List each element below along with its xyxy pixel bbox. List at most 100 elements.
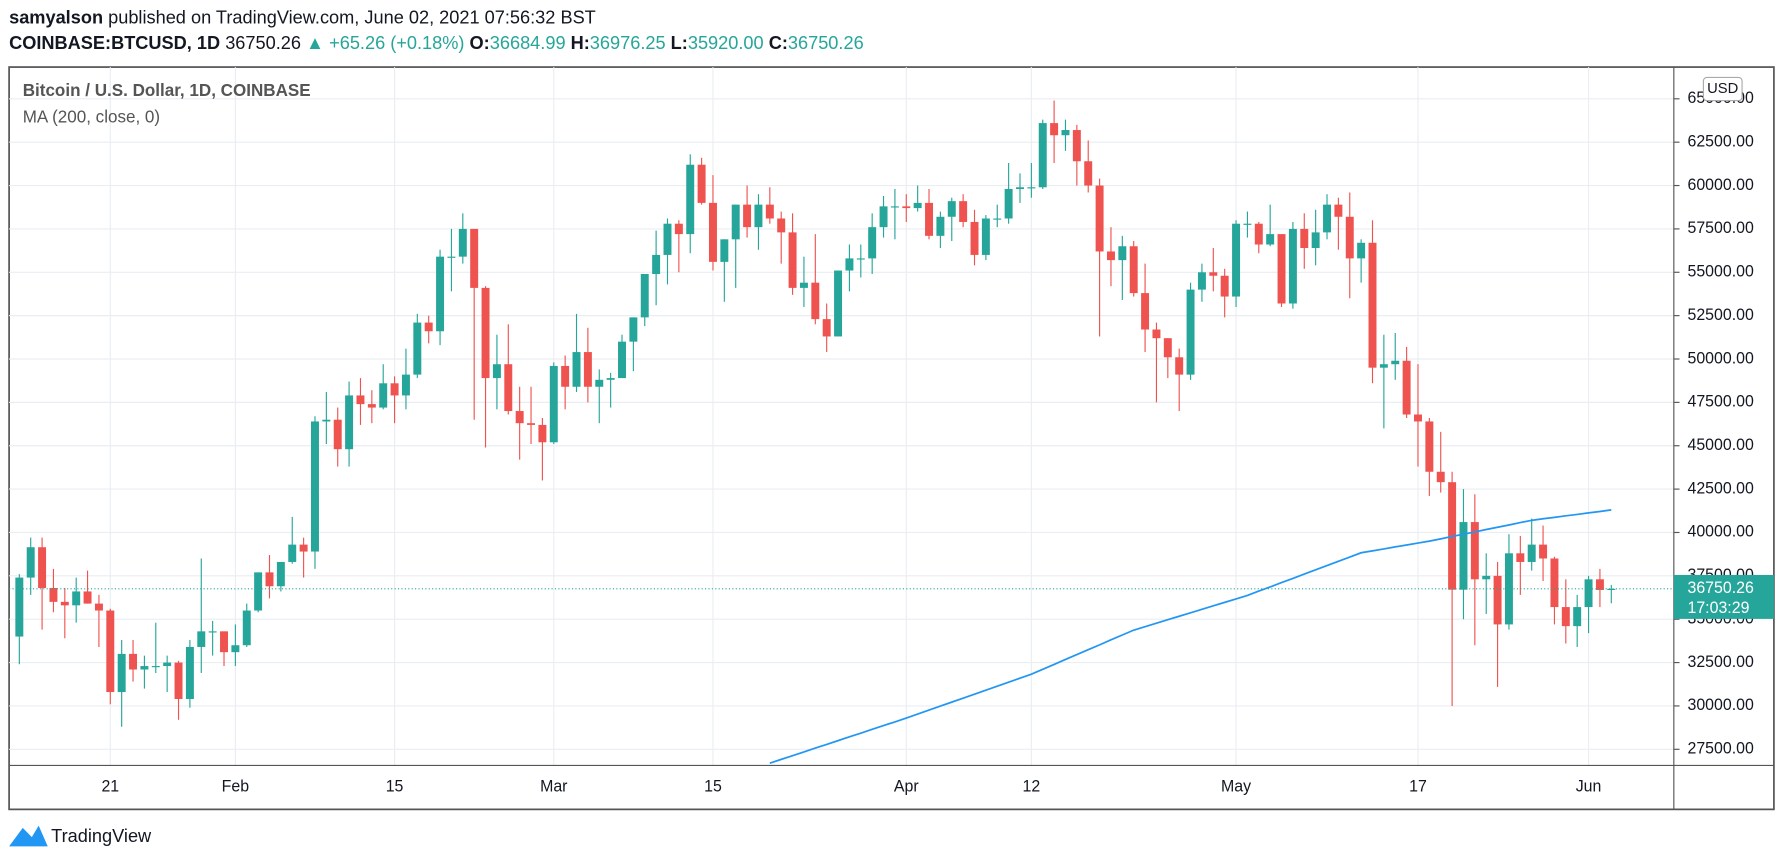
high-label: H: xyxy=(571,32,590,53)
x-tick-label: Jun xyxy=(1576,778,1602,796)
candle-body xyxy=(1050,123,1059,136)
candle-body xyxy=(1243,223,1252,225)
y-tick-label: 40000.00 xyxy=(1687,523,1753,541)
candle-body xyxy=(492,364,501,379)
published: published on TradingView.com, June 02, 2… xyxy=(108,6,596,27)
candle-body xyxy=(1072,130,1081,162)
candle-body xyxy=(299,544,308,552)
candle-body xyxy=(629,317,638,342)
candle-body xyxy=(1482,575,1491,580)
candle-body xyxy=(834,270,843,337)
candle-body xyxy=(606,378,615,380)
open: 36684.99 xyxy=(490,32,566,53)
candle-body xyxy=(822,319,831,337)
candle-body xyxy=(1152,329,1161,339)
last-price: 36750.26 xyxy=(225,32,301,53)
candle-body xyxy=(652,254,661,275)
x-tick-label: May xyxy=(1221,778,1251,796)
candle-body xyxy=(1038,123,1047,188)
footer-logo xyxy=(9,825,48,847)
candle-body xyxy=(981,218,990,255)
y-tick-label: 52500.00 xyxy=(1687,306,1753,324)
candle-body xyxy=(436,256,445,332)
candle-body xyxy=(1323,204,1331,233)
low: 35920.00 xyxy=(688,32,764,53)
candle-body xyxy=(15,577,24,637)
close-label: C: xyxy=(769,32,788,53)
y-tick-label: 60000.00 xyxy=(1687,176,1753,194)
price-tag xyxy=(1673,574,1774,619)
candle-body xyxy=(925,202,934,236)
candle-body xyxy=(731,204,740,240)
candle-body xyxy=(401,374,410,396)
candle-body xyxy=(811,282,820,320)
y-tick-label: 57500.00 xyxy=(1687,219,1753,237)
footer-brand: TradingView xyxy=(51,825,152,846)
candle-body xyxy=(1584,579,1593,608)
candle-body xyxy=(674,223,683,235)
x-tick-label: Apr xyxy=(894,778,919,796)
legend-title: Bitcoin / U.S. Dollar, 1D, COINBASE xyxy=(23,80,311,100)
candle-body xyxy=(140,666,149,670)
candle-body xyxy=(663,223,672,255)
y-tick-label: 50000.00 xyxy=(1687,349,1753,367)
moving-average-line xyxy=(769,509,1612,765)
candle-body xyxy=(538,424,547,443)
candle-body xyxy=(129,653,138,670)
candle-body xyxy=(1106,251,1115,261)
candle-body xyxy=(1414,414,1422,422)
candle-body xyxy=(936,216,945,236)
candle-body xyxy=(413,322,422,375)
chart-frame xyxy=(8,66,1775,811)
candle-body xyxy=(1527,544,1536,562)
candle-body xyxy=(447,256,456,258)
plot xyxy=(9,100,1674,765)
candle-body xyxy=(1016,187,1024,190)
candle-body xyxy=(1345,216,1354,259)
price-tag-value: 36750.26 xyxy=(1687,579,1753,597)
candle-body xyxy=(1027,187,1036,189)
candle-body xyxy=(572,352,581,387)
candle-body xyxy=(595,379,604,387)
candle-body xyxy=(1197,272,1206,290)
legend-ma: MA (200, close, 0) xyxy=(23,106,160,126)
candle-body xyxy=(72,591,81,606)
candle-body xyxy=(1277,234,1286,304)
author: samyalson xyxy=(9,6,103,27)
candle-body xyxy=(970,221,979,255)
candle-body xyxy=(1288,228,1297,304)
candle-body xyxy=(231,645,240,653)
candle-body xyxy=(1141,293,1150,330)
candle-body xyxy=(1539,544,1548,559)
candle-body xyxy=(697,164,706,203)
x-tick-label: Feb xyxy=(222,778,249,796)
candle-body xyxy=(26,547,35,578)
candle-body xyxy=(1220,275,1229,297)
y-tick-label: 62500.00 xyxy=(1687,132,1753,150)
candle-body xyxy=(1186,289,1195,375)
candle-body xyxy=(1254,223,1263,245)
currency-label: USD xyxy=(1707,81,1738,97)
candle-body xyxy=(424,322,433,332)
candle-body xyxy=(583,352,592,387)
candle-body xyxy=(345,395,354,450)
x-tick-label: 12 xyxy=(1023,778,1041,796)
candle-body xyxy=(356,395,365,405)
candle-body xyxy=(799,282,808,288)
symbol: COINBASE:BTCUSD, 1D xyxy=(9,32,220,53)
candle-body xyxy=(367,404,376,408)
candle-body xyxy=(515,411,524,424)
candle-body xyxy=(38,547,47,588)
candle-body xyxy=(1573,607,1582,627)
candle-body xyxy=(890,206,899,208)
header-line: samyalson published on TradingView.com, … xyxy=(9,6,596,27)
logo-icon xyxy=(9,825,48,847)
currency-badge xyxy=(1702,76,1743,102)
candle-body xyxy=(686,164,695,235)
candle-body xyxy=(1311,232,1320,248)
candle-body xyxy=(1118,246,1127,261)
axes: 27500.0030000.0032500.0035000.0037500.00… xyxy=(101,76,1774,796)
candle-body xyxy=(390,383,399,396)
candle-body xyxy=(151,666,160,668)
close: 36750.26 xyxy=(788,32,864,53)
